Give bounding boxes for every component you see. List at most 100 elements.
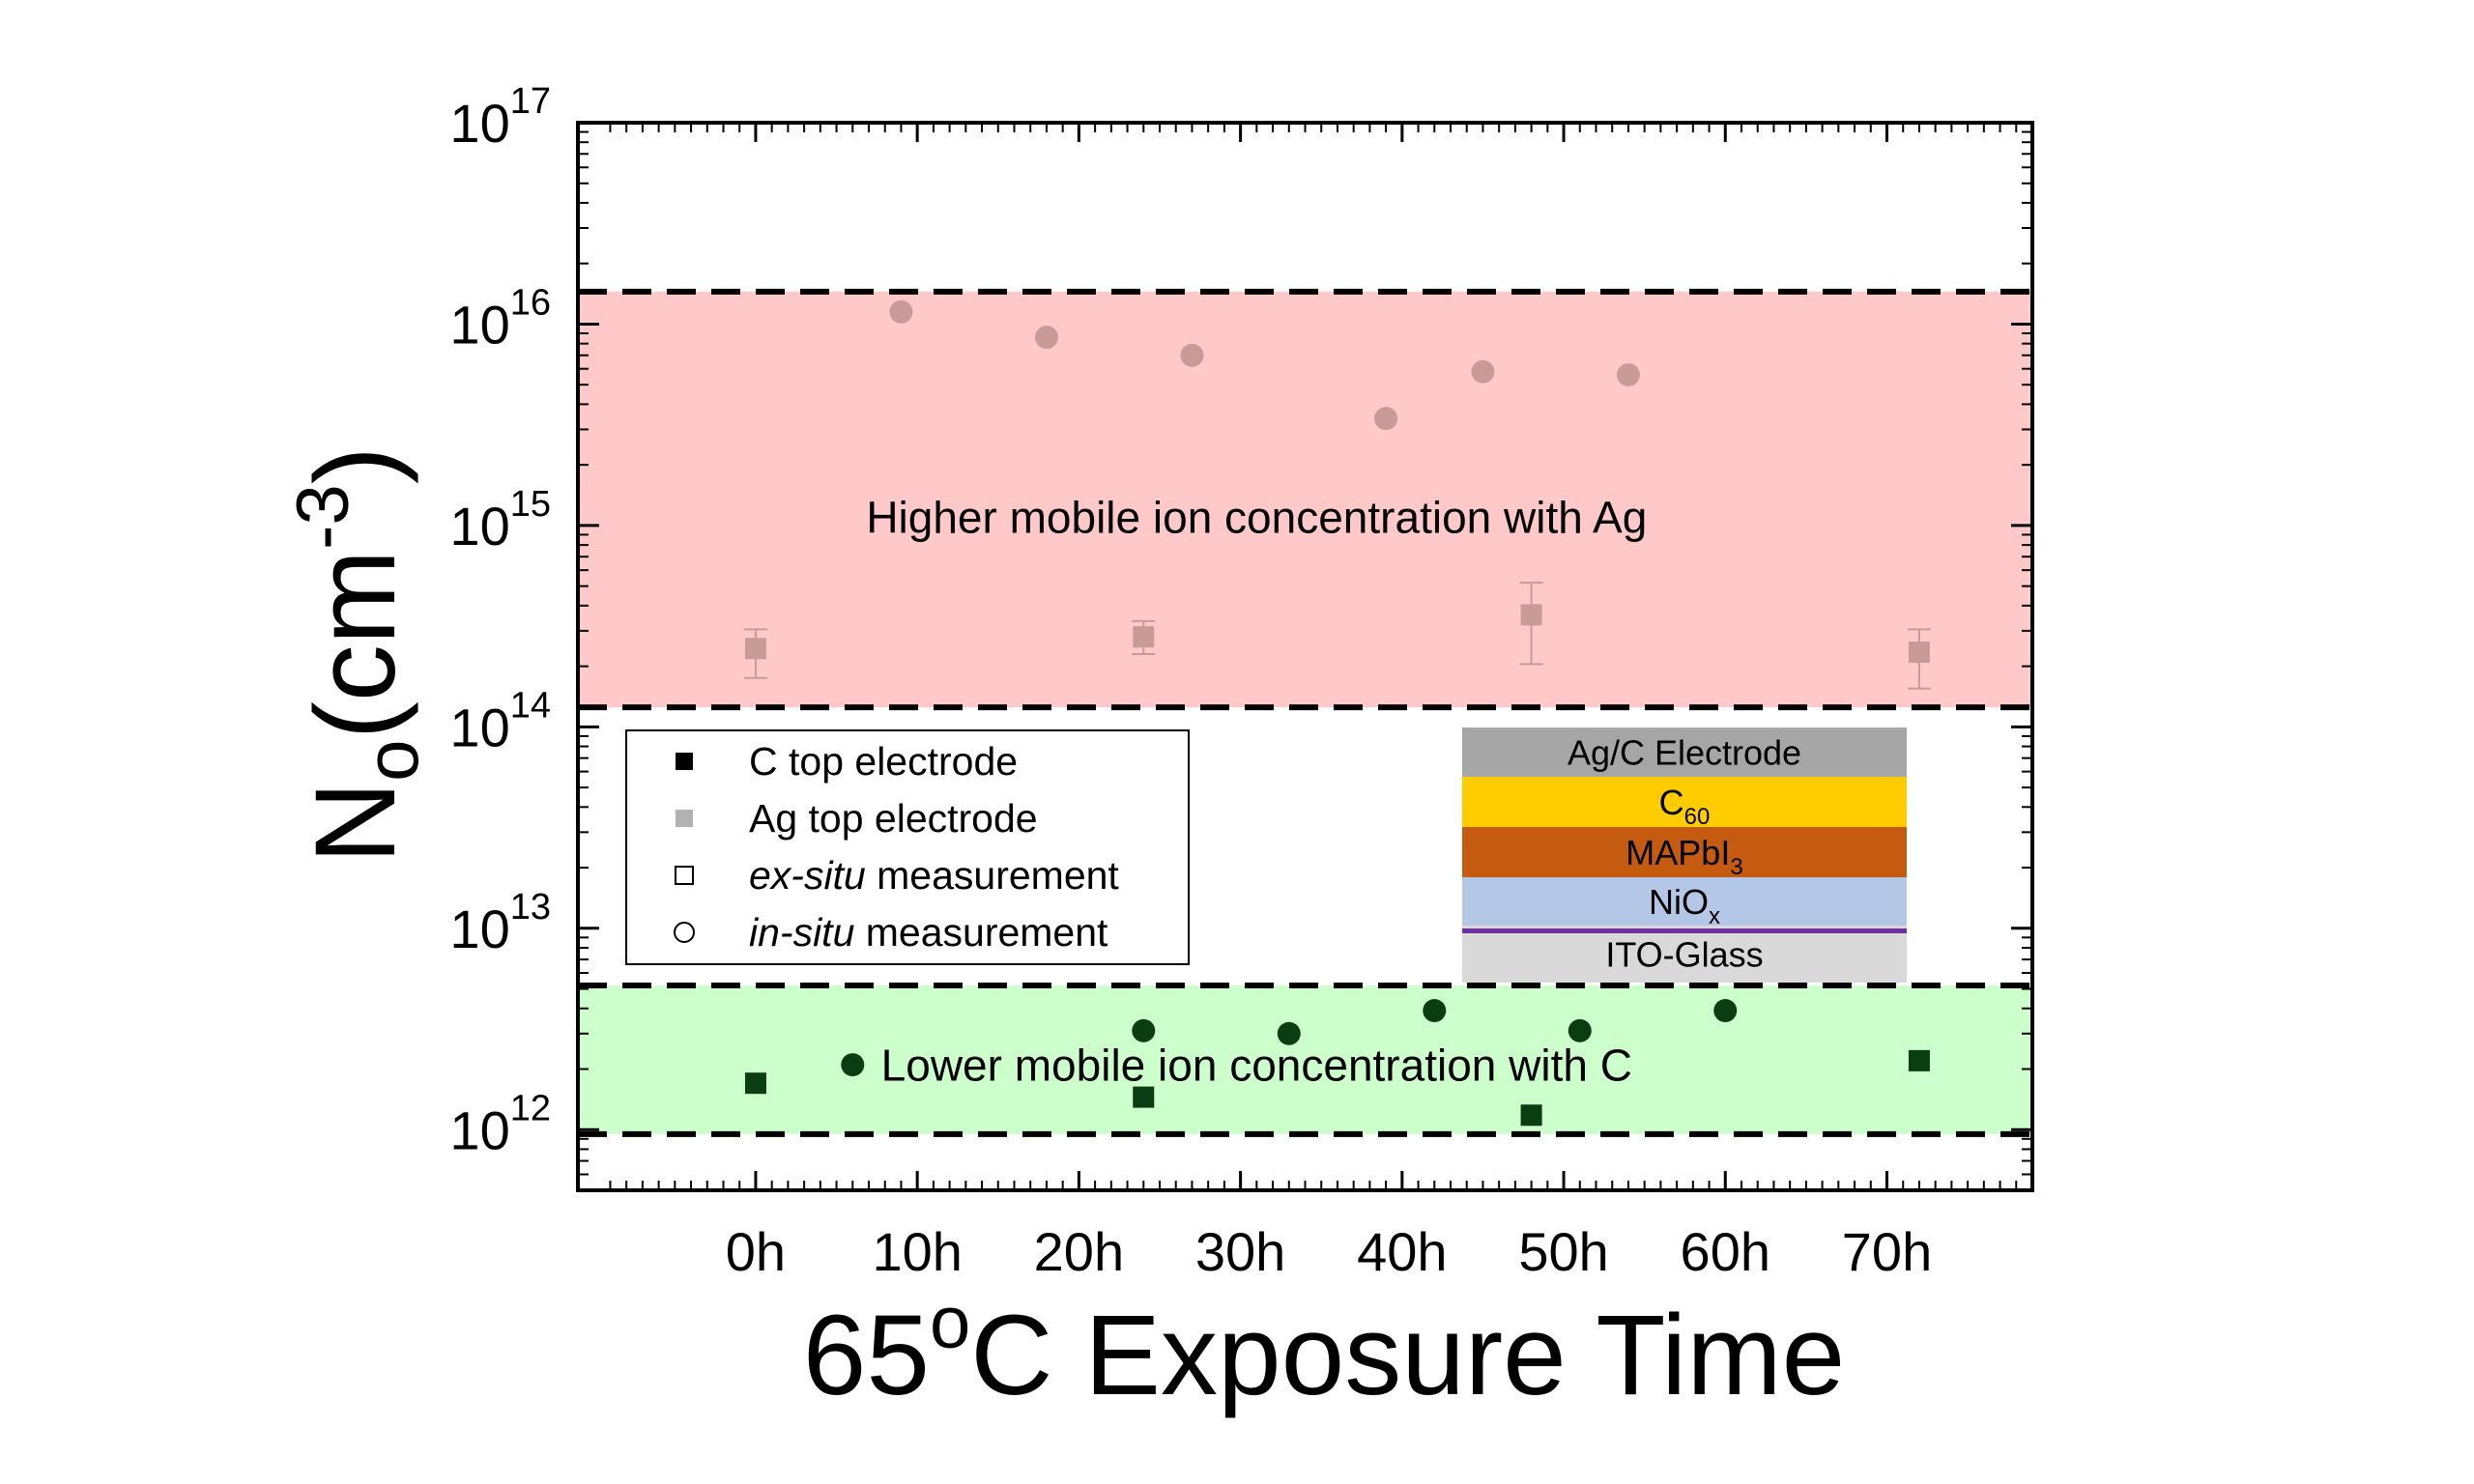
y-tick-label-base: 10 [449, 294, 509, 355]
y-tick-label-exponent: 17 [510, 81, 551, 122]
data-point-circle [1568, 1018, 1592, 1042]
data-point-circle [1713, 999, 1738, 1023]
legend-entry-text: Ag top electrode [749, 796, 1038, 841]
highlight-bands [578, 288, 2032, 1137]
legend-entry-text: C top electrode [749, 739, 1018, 784]
stack-layer-label-subscript: x [1709, 903, 1720, 929]
x-tick-label: 70h [1842, 1221, 1932, 1282]
legend-marker-open-circle [674, 922, 695, 943]
y-axis-title-part: ) [292, 446, 419, 484]
data-point-circle [1180, 343, 1204, 367]
x-axis-title: 65oC Exposure Time [803, 1282, 1846, 1419]
axis-ticks: 0h 10h 20h 30h 40h 50h 60h 70h10121013101410151… [449, 81, 2032, 1282]
y-tick-label-base: 10 [449, 1099, 509, 1160]
data-point-square [1133, 1086, 1155, 1108]
y-tick-label: 1017 [449, 81, 551, 154]
data-point-square [1908, 1049, 1930, 1071]
stack-layer-label: Ag/C Electrode [1568, 733, 1801, 773]
x-tick-label: 30h [1195, 1221, 1285, 1282]
stack-interface-line [1462, 928, 1907, 933]
data-point-circle [1132, 1018, 1156, 1042]
data-point-square [1520, 1104, 1542, 1127]
y-tick-label-exponent: 16 [510, 282, 551, 323]
y-tick-label-exponent: 14 [510, 685, 551, 726]
stack-layer-label-text: Ag/C Electrode [1568, 733, 1801, 773]
legend-entry-italic: ex-situ [749, 853, 866, 898]
data-point-circle [1423, 999, 1447, 1023]
stack-layer-label: ITO-Glass [1605, 935, 1763, 975]
legend-entry-label: Ag top electrode [749, 796, 1038, 841]
data-point-square [1520, 604, 1542, 626]
stack-layer-label: NiOx [1649, 882, 1720, 929]
x-axis-title-superscript: o [930, 1282, 970, 1364]
stack-layer [1462, 926, 1907, 983]
data-point-circle [841, 1053, 865, 1077]
legend-marker-square [676, 810, 693, 827]
y-tick-label-base: 10 [449, 697, 509, 757]
data-point-circle [1374, 407, 1398, 431]
legend-marker-open-square [675, 866, 694, 885]
y-axis-title-superscript: -3 [282, 484, 364, 550]
x-tick-label: 50h [1518, 1221, 1608, 1282]
stack-layer [1462, 777, 1907, 827]
data-point-square [744, 638, 766, 660]
legend-entry-italic: in-situ [749, 910, 854, 955]
stack-layer-label-subscript: 3 [1730, 854, 1742, 880]
stack-layer-label: MAPbI3 [1625, 833, 1742, 880]
legend-entry-label: C top electrode [749, 739, 1018, 784]
legend-entry-text: measurement [854, 910, 1108, 955]
x-tick-label: 10h [872, 1221, 962, 1282]
y-tick-label-exponent: 12 [510, 1088, 551, 1128]
stack-layer-label-subscript: 60 [1684, 804, 1711, 830]
data-point-square [1908, 642, 1930, 664]
y-tick-label-exponent: 13 [510, 887, 551, 928]
x-tick-label: 60h [1681, 1221, 1770, 1282]
stack-layer [1462, 728, 1907, 777]
legend-entry-text: measurement [866, 853, 1120, 898]
stack-layer [1462, 877, 1907, 926]
y-axis-title: No(cm-3) [282, 446, 434, 864]
stack-layer [1462, 827, 1907, 877]
stack-layer-label-text: MAPbI [1625, 833, 1730, 872]
legend: C top electrode Ag top electrode ex-situ m… [625, 729, 1190, 965]
data-marks [743, 300, 1931, 1127]
band-label-ag: Higher mobile ion concentration with Ag [866, 492, 1647, 542]
y-tick-label: 1012 [449, 1088, 551, 1160]
legend-entry-label: in-situ measurement [749, 910, 1108, 955]
data-point-circle [1616, 362, 1640, 386]
band-ag [578, 291, 2032, 708]
stack-layer-label-text: C [1659, 783, 1684, 822]
stack-layer-label: C60 [1659, 783, 1711, 830]
data-point-circle [1277, 1021, 1301, 1045]
legend-marker-square [676, 753, 693, 770]
y-axis-title-subscript: o [349, 739, 434, 781]
y-tick-label: 1013 [449, 887, 551, 959]
x-tick-label: 20h [1034, 1221, 1124, 1282]
data-point-square [1133, 626, 1155, 648]
legend-box [625, 729, 1190, 965]
data-point-square [744, 1072, 766, 1095]
y-tick-label-base: 10 [449, 93, 509, 154]
x-tick-label: 40h [1357, 1221, 1447, 1282]
data-point-circle [1034, 326, 1058, 350]
data-point-circle [889, 300, 913, 324]
y-tick-label-base: 10 [449, 496, 509, 556]
x-axis-title-part: 65 [803, 1292, 930, 1419]
x-axis-title-part: C Exposure Time [970, 1292, 1845, 1419]
stack-layer-label-text: NiO [1649, 882, 1709, 922]
band-c [578, 985, 2032, 1134]
stack-layer-label-text: ITO-Glass [1605, 935, 1763, 975]
y-tick-label-exponent: 15 [510, 484, 551, 525]
y-tick-label: 1014 [449, 685, 551, 757]
data-point-circle [1471, 359, 1495, 384]
y-tick-label: 1016 [449, 282, 551, 355]
y-axis-title-part: (cm [292, 550, 419, 740]
band-labels: Higher mobile ion concentration with Ag L… [866, 492, 1647, 1090]
legend-entry-label: ex-situ measurement [749, 853, 1119, 898]
y-tick-label-base: 10 [449, 899, 509, 959]
band-label-c: Lower mobile ion concentration with C [881, 1041, 1632, 1091]
y-tick-label: 1015 [449, 484, 551, 556]
